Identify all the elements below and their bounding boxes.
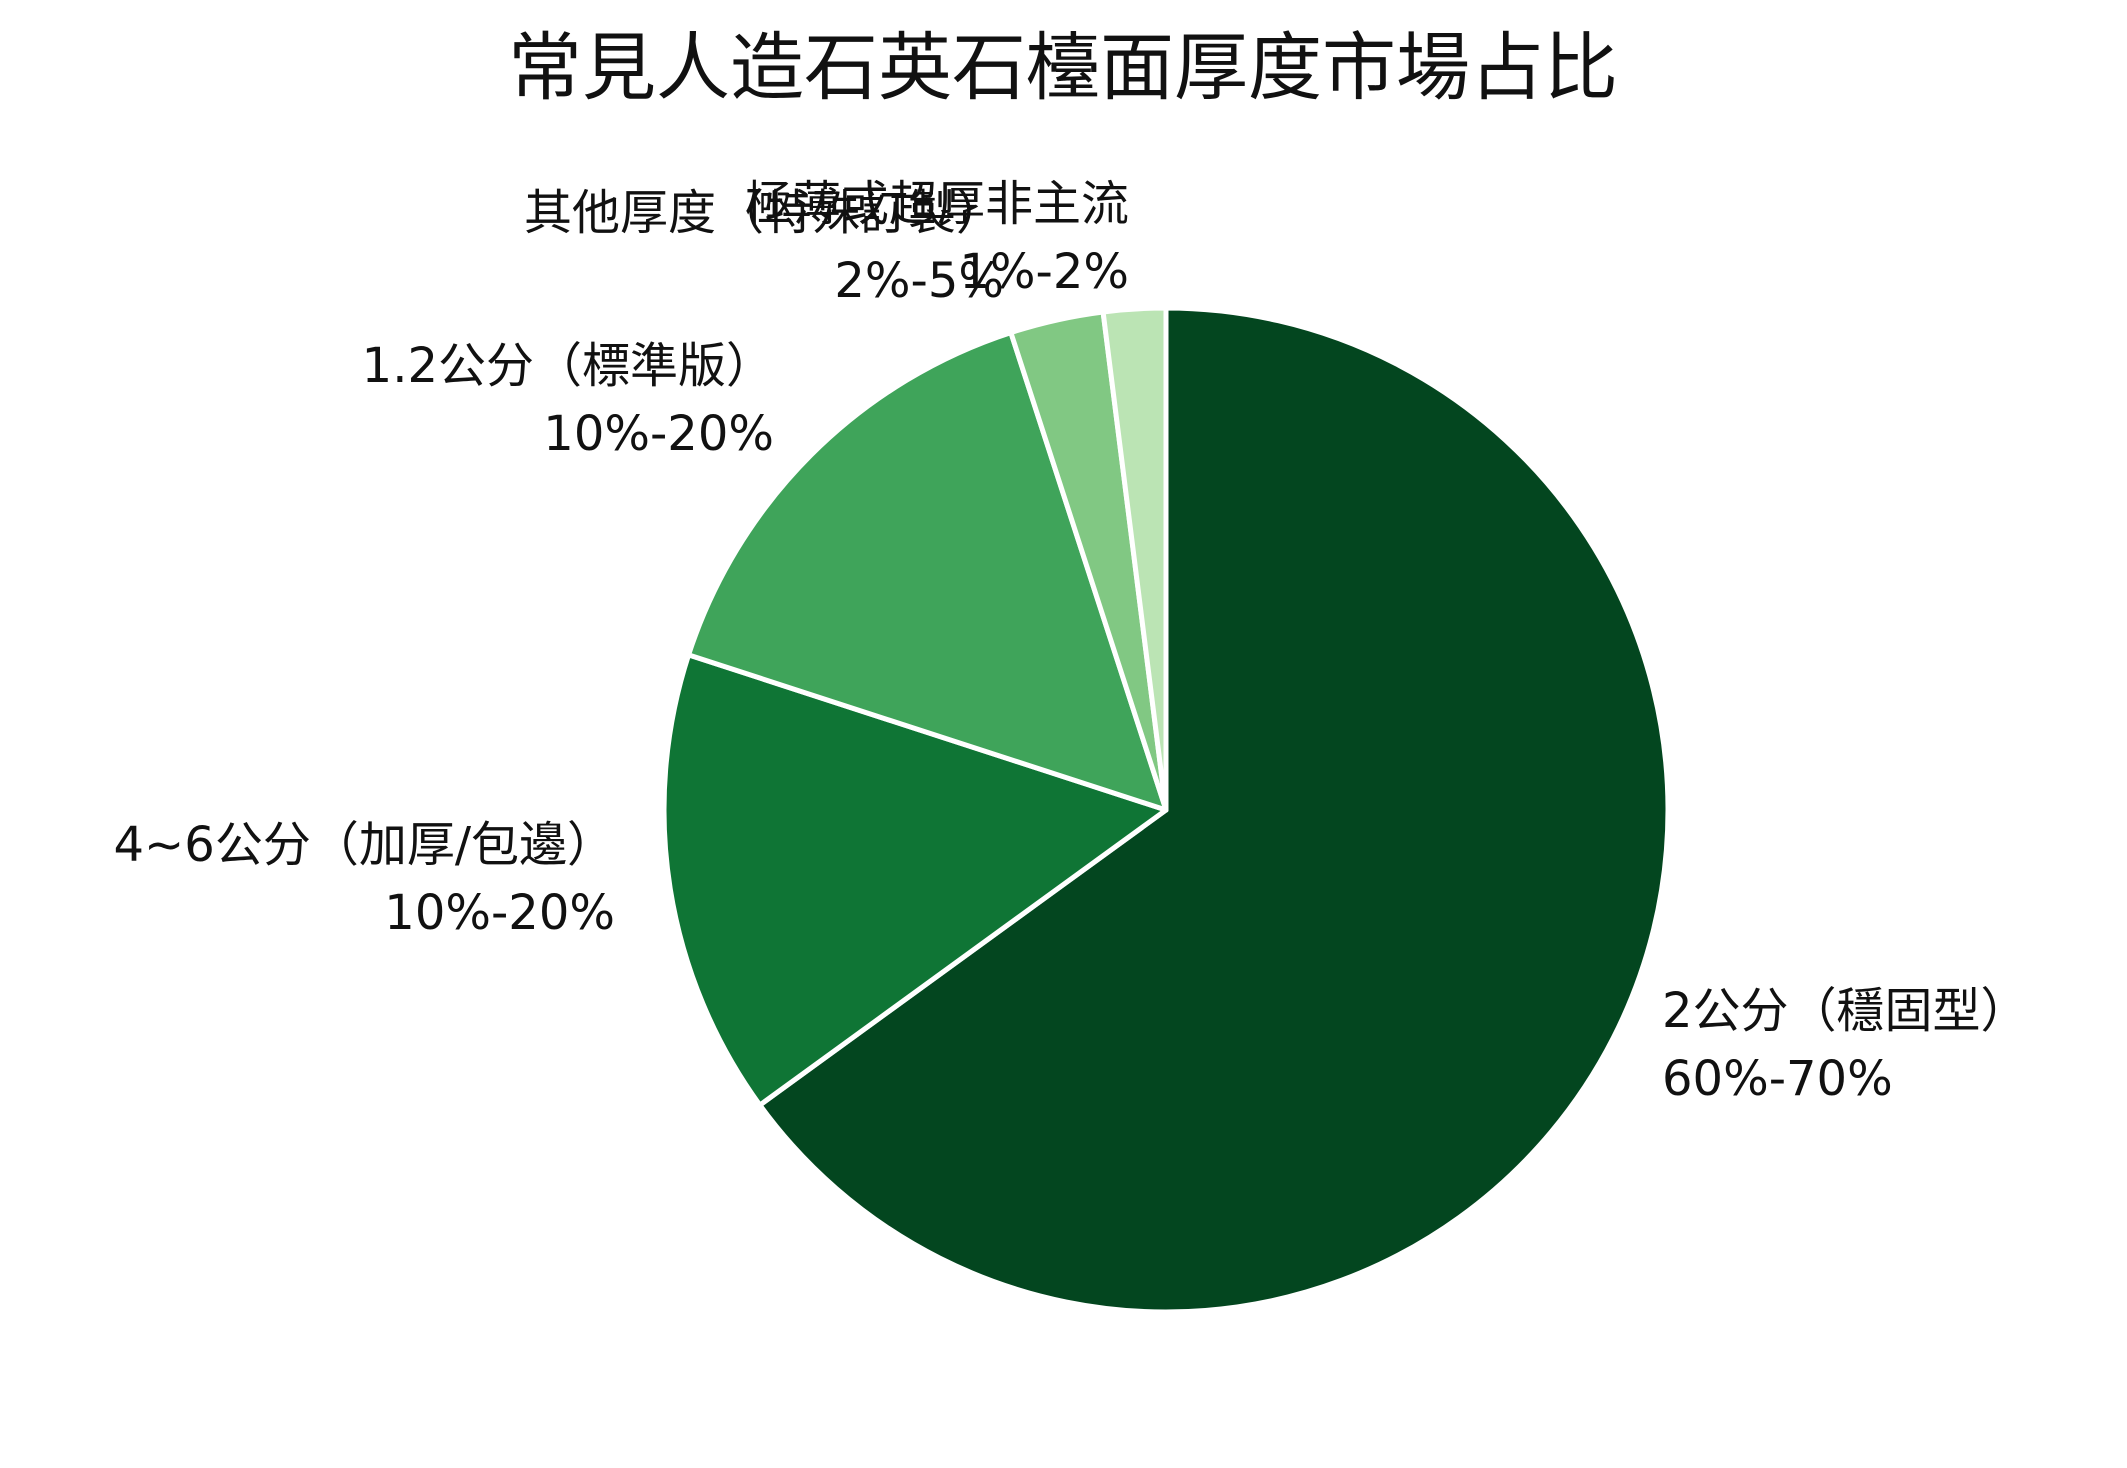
pie-slice-3 — [686, 330, 1169, 813]
slice-value-label-1: 60%-70% — [1662, 1051, 1893, 1107]
slice-label-2: 4~6公分（加厚/包邊） — [114, 817, 615, 873]
pie-slice-1 — [757, 305, 1671, 1315]
slice-value-label-4: 2%-5% — [834, 253, 1004, 309]
slice-labels: 2公分（穩固型） 60%-70% 4~6公分（加厚/包邊） 10%-20% 1.2公分（… — [114, 176, 2029, 1107]
slice-value-label-3: 10%-20% — [543, 406, 774, 462]
slice-label-3: 1.2公分（標準版） — [362, 338, 774, 394]
slice-label-1: 2公分（穩固型） — [1662, 983, 2029, 1039]
pie-slice-2 — [661, 652, 1169, 1108]
slice-value-label-2: 10%-20% — [384, 885, 615, 941]
slice-label-4: 其他厚度（特殊訂製） — [524, 185, 1004, 241]
slice-label-5: 極薄或超厚非主流 — [745, 176, 1129, 232]
pie-slice-5 — [1100, 305, 1169, 813]
slice-value-label-5: 1%-2% — [959, 244, 1129, 300]
chart-title: 常見人造石英石檯面厚度市場占比 — [508, 25, 1618, 111]
pie-slices — [661, 305, 1671, 1315]
